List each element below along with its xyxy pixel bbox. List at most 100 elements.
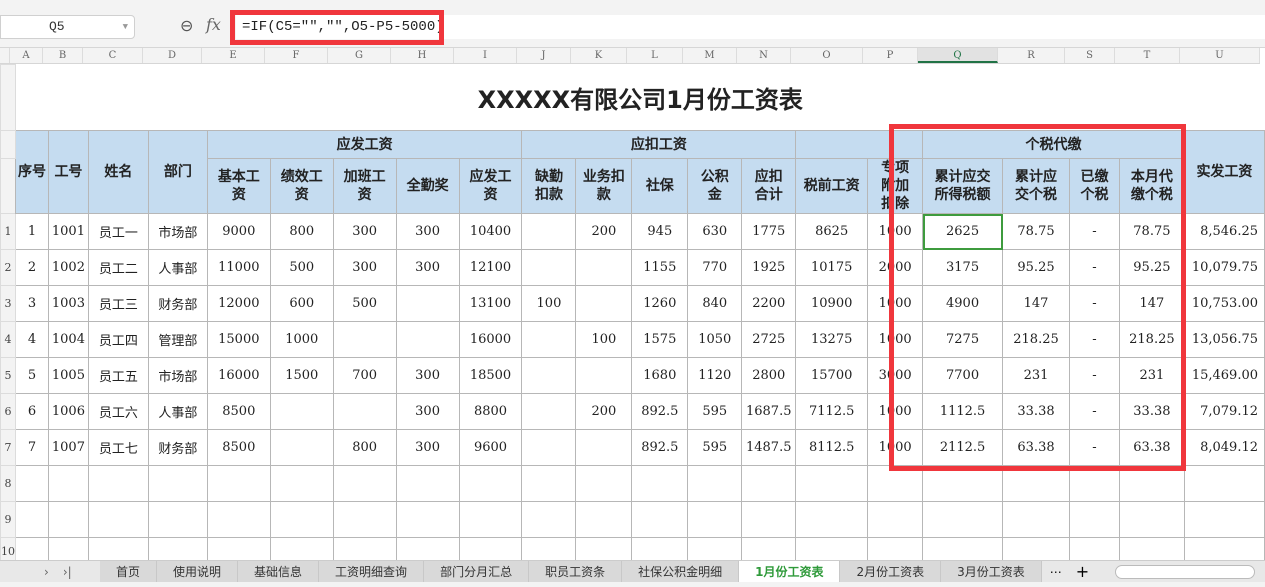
cell[interactable]: 1000 bbox=[867, 429, 924, 466]
column-header-L[interactable]: L bbox=[627, 48, 683, 63]
cell[interactable]: 218.25 bbox=[1118, 321, 1185, 358]
column-header-U[interactable]: U bbox=[1180, 48, 1260, 63]
cell[interactable]: 1000 bbox=[867, 393, 924, 430]
sheet-tab[interactable]: 2月份工资表 bbox=[840, 560, 942, 583]
cell[interactable]: 231 bbox=[1002, 357, 1070, 394]
cell[interactable] bbox=[1118, 465, 1185, 502]
cell[interactable]: 8112.5 bbox=[795, 429, 869, 466]
chevron-down-icon[interactable]: ▼ bbox=[122, 22, 128, 32]
cell[interactable]: 16000 bbox=[206, 357, 271, 394]
cell[interactable]: 2725 bbox=[741, 321, 797, 358]
cell[interactable]: - bbox=[1068, 321, 1120, 358]
cell[interactable]: 1575 bbox=[631, 321, 689, 358]
cell[interactable]: 财务部 bbox=[147, 285, 208, 322]
cell[interactable]: 2 bbox=[15, 249, 49, 286]
cell[interactable]: 33.38 bbox=[1118, 393, 1185, 430]
cell[interactable]: 770 bbox=[687, 249, 743, 286]
cell[interactable]: 15700 bbox=[795, 357, 869, 394]
cell[interactable]: 5 bbox=[15, 357, 49, 394]
cell[interactable]: - bbox=[1068, 357, 1120, 394]
column-header-C[interactable]: C bbox=[83, 48, 143, 63]
sheet-tab[interactable]: 部门分月汇总 bbox=[424, 560, 530, 583]
cell[interactable]: 4900 bbox=[922, 285, 1004, 322]
cell[interactable]: 人事部 bbox=[147, 249, 208, 286]
column-header-J[interactable]: J bbox=[517, 48, 571, 63]
cell[interactable]: 1680 bbox=[631, 357, 689, 394]
cell[interactable]: 78.75 bbox=[1002, 213, 1070, 250]
cell[interactable] bbox=[395, 321, 460, 358]
cell[interactable]: 15000 bbox=[206, 321, 271, 358]
cell[interactable]: 11000 bbox=[206, 249, 271, 286]
cell[interactable]: 1006 bbox=[47, 393, 89, 430]
cell[interactable] bbox=[395, 465, 460, 502]
cell[interactable]: 员工二 bbox=[87, 249, 149, 286]
column-header-M[interactable]: M bbox=[683, 48, 737, 63]
cell[interactable] bbox=[458, 501, 523, 538]
cell[interactable]: 8500 bbox=[206, 429, 271, 466]
name-box[interactable]: Q5 ▼ bbox=[0, 15, 135, 39]
cell[interactable] bbox=[575, 429, 633, 466]
cell[interactable] bbox=[332, 465, 397, 502]
cell[interactable] bbox=[269, 465, 334, 502]
column-header-A[interactable]: A bbox=[10, 48, 43, 63]
cell[interactable] bbox=[1068, 465, 1120, 502]
next-sheet-icon[interactable]: › bbox=[44, 564, 49, 579]
cell[interactable]: 9600 bbox=[458, 429, 523, 466]
column-header-O[interactable]: O bbox=[791, 48, 863, 63]
cell[interactable] bbox=[87, 465, 149, 502]
cell[interactable]: 市场部 bbox=[147, 213, 208, 250]
cell[interactable] bbox=[575, 501, 633, 538]
cell[interactable]: 13,056.75 bbox=[1183, 321, 1265, 358]
cell[interactable]: 1925 bbox=[741, 249, 797, 286]
column-header-T[interactable]: T bbox=[1115, 48, 1180, 63]
column-header-R[interactable]: R bbox=[998, 48, 1065, 63]
cell[interactable] bbox=[1002, 465, 1070, 502]
cell[interactable] bbox=[332, 321, 397, 358]
cell[interactable]: 13275 bbox=[795, 321, 869, 358]
cell[interactable]: 63.38 bbox=[1002, 429, 1070, 466]
column-header-P[interactable]: P bbox=[863, 48, 918, 63]
horizontal-scrollbar[interactable] bbox=[1115, 564, 1256, 579]
cell[interactable]: 95.25 bbox=[1002, 249, 1070, 286]
row-header[interactable]: 7 bbox=[0, 429, 16, 466]
cell[interactable]: 16000 bbox=[458, 321, 523, 358]
last-sheet-icon[interactable]: ›| bbox=[62, 564, 72, 579]
cell[interactable]: 7,079.12 bbox=[1183, 393, 1265, 430]
cell[interactable] bbox=[687, 501, 743, 538]
column-header-D[interactable]: D bbox=[143, 48, 202, 63]
cell[interactable]: 3 bbox=[15, 285, 49, 322]
cell[interactable]: - bbox=[1068, 429, 1120, 466]
cell[interactable]: 78.75 bbox=[1118, 213, 1185, 250]
cell[interactable]: 10,753.00 bbox=[1183, 285, 1265, 322]
sheet-tab[interactable]: 使用说明 bbox=[157, 560, 239, 583]
cell[interactable]: 945 bbox=[631, 213, 689, 250]
cell[interactable]: 2800 bbox=[741, 357, 797, 394]
row-header[interactable]: 1 bbox=[0, 213, 16, 250]
cell[interactable] bbox=[1183, 465, 1265, 502]
row-header[interactable]: 9 bbox=[0, 501, 16, 538]
column-header-K[interactable]: K bbox=[571, 48, 627, 63]
cell[interactable] bbox=[631, 465, 689, 502]
cell[interactable]: 2000 bbox=[867, 249, 924, 286]
cell[interactable]: 63.38 bbox=[1118, 429, 1185, 466]
cell[interactable] bbox=[1002, 501, 1070, 538]
cell[interactable] bbox=[15, 465, 49, 502]
cell[interactable] bbox=[269, 429, 334, 466]
cell[interactable] bbox=[631, 501, 689, 538]
cell[interactable]: 1775 bbox=[741, 213, 797, 250]
sheet-tab[interactable]: 3月份工资表 bbox=[941, 560, 1042, 583]
cell[interactable]: 10,079.75 bbox=[1183, 249, 1265, 286]
cell[interactable]: 15,469.00 bbox=[1183, 357, 1265, 394]
sheet-tab[interactable]: 基础信息 bbox=[238, 560, 320, 583]
cell[interactable]: 95.25 bbox=[1118, 249, 1185, 286]
cell[interactable] bbox=[269, 501, 334, 538]
cell[interactable]: 1050 bbox=[687, 321, 743, 358]
cell[interactable] bbox=[332, 501, 397, 538]
cell[interactable]: 630 bbox=[687, 213, 743, 250]
cell[interactable] bbox=[458, 465, 523, 502]
cell[interactable]: 10175 bbox=[795, 249, 869, 286]
cell[interactable] bbox=[269, 393, 334, 430]
cell[interactable]: 1687.5 bbox=[741, 393, 797, 430]
row-header[interactable] bbox=[0, 130, 16, 159]
column-header-S[interactable]: S bbox=[1065, 48, 1115, 63]
